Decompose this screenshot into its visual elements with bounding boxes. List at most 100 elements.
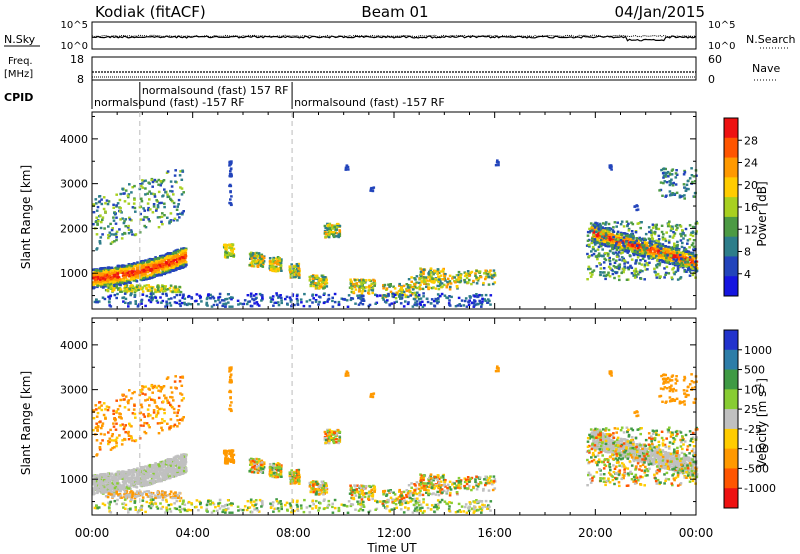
power-cell (231, 243, 235, 246)
power-cell (227, 301, 230, 304)
power-cell (398, 284, 401, 287)
power-cell (150, 294, 153, 297)
power-cell (151, 286, 155, 289)
power-cell (118, 210, 122, 213)
power-cell (632, 269, 636, 273)
power-cell (132, 267, 136, 270)
power-cell (645, 262, 649, 265)
power-cell (364, 279, 368, 282)
power-cell (661, 244, 665, 248)
power-cell (611, 229, 615, 232)
power-cell (439, 282, 442, 285)
power-cell (596, 240, 599, 243)
power-cell (606, 254, 610, 257)
power-cell (142, 218, 145, 221)
power-cell (439, 274, 443, 277)
power-cell (367, 285, 371, 288)
power-cell (443, 294, 447, 297)
power-cell (115, 230, 119, 233)
power-cell (424, 278, 428, 281)
velocity-cell (134, 470, 137, 473)
power-cell (154, 256, 157, 259)
power-cell (312, 297, 315, 300)
power-cell (350, 297, 353, 300)
power-cell (425, 276, 429, 279)
power-cell (134, 300, 137, 303)
power-cell (123, 200, 127, 203)
power-cell (472, 279, 475, 283)
power-cell (591, 270, 594, 274)
power-cell (362, 294, 365, 298)
power-cell (249, 262, 253, 265)
velocity-cell (146, 483, 150, 486)
power-cell (442, 278, 446, 281)
power-cell (601, 238, 605, 241)
power-cell (671, 268, 674, 271)
power-cell (120, 265, 124, 268)
power-cell (153, 193, 156, 196)
power-cell (611, 251, 615, 254)
power-cell (279, 267, 282, 270)
power-cell (166, 216, 169, 219)
power-cell (95, 216, 98, 219)
power-cell (161, 265, 165, 268)
power-cell (92, 223, 95, 226)
power-cell (153, 195, 157, 198)
power-cell (144, 259, 147, 262)
power-cell (407, 301, 410, 304)
power-cell (686, 261, 690, 264)
power-cell (639, 237, 642, 241)
power-cell (169, 304, 173, 307)
power-cell (479, 301, 482, 304)
power-cell (650, 229, 653, 232)
power-cell (692, 268, 695, 272)
power-cell (634, 274, 638, 277)
power-cell (129, 276, 133, 279)
power-cell (360, 299, 363, 302)
power-cell (151, 273, 154, 276)
power-cell (345, 299, 349, 302)
power-cell (448, 295, 451, 298)
power-cell (172, 289, 175, 292)
power-cell (165, 300, 168, 303)
power-cell (159, 184, 162, 187)
power-cell (393, 301, 396, 304)
power-cell (369, 189, 372, 192)
power-cell (634, 262, 637, 265)
power-cell (627, 227, 631, 231)
power-cell (176, 253, 179, 257)
power-cell (598, 222, 602, 226)
power-cell (437, 287, 441, 291)
power-cell (631, 232, 634, 236)
power-cell (318, 300, 321, 304)
power-cell (376, 294, 379, 298)
power-cell (258, 256, 261, 259)
power-cell (168, 222, 171, 225)
power-cell (187, 294, 191, 298)
power-cell (596, 257, 599, 261)
power-cell (172, 256, 176, 259)
power-cell (465, 274, 469, 277)
power-cell (402, 284, 406, 288)
power-cell (161, 292, 165, 296)
power-cell (423, 276, 426, 279)
power-cell (470, 282, 473, 286)
power-cell (382, 298, 385, 301)
power-cell (661, 243, 665, 246)
power-cell (159, 296, 162, 299)
power-cell (328, 230, 331, 233)
power-cell (636, 208, 640, 211)
power-cell (477, 302, 480, 306)
power-cell (687, 250, 691, 253)
power-cell (446, 283, 450, 286)
power-cell (429, 267, 433, 270)
power-cell (404, 300, 407, 303)
power-cell (590, 227, 594, 230)
power-cell (675, 169, 678, 172)
power-cell (475, 269, 478, 272)
power-cell (459, 276, 463, 280)
power-cell (469, 271, 472, 274)
velocity-cell (106, 482, 110, 485)
power-cell (228, 244, 232, 247)
power-cell (640, 221, 643, 224)
